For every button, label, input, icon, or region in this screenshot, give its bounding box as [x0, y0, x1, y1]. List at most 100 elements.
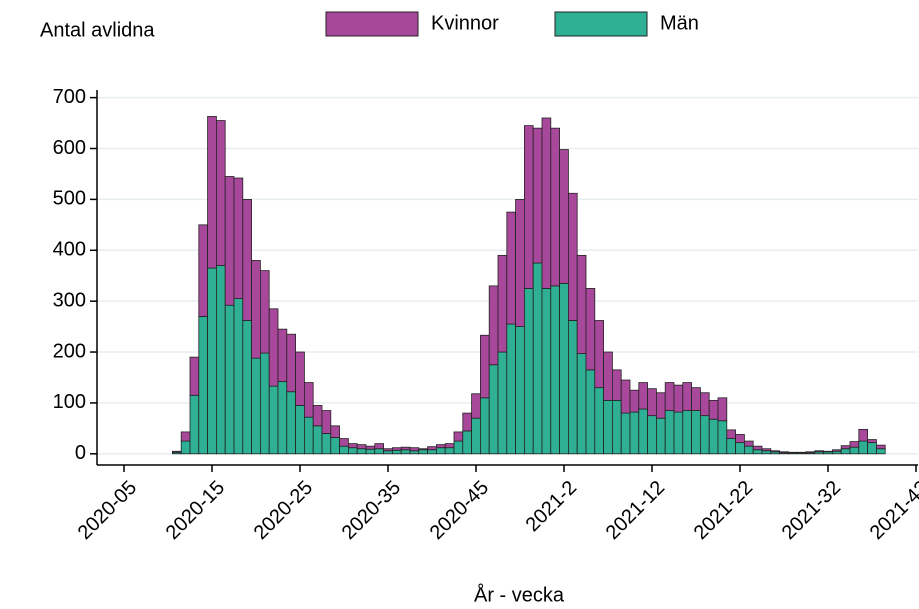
bar-segment: [418, 449, 428, 455]
bar-segment: [198, 316, 209, 455]
bar-segment: [700, 392, 710, 417]
bar-segment: [796, 451, 807, 454]
y-tick-label: 300: [53, 289, 86, 311]
bar-segment: [752, 449, 763, 455]
bar-segment: [524, 125, 534, 289]
bar-segment: [453, 440, 464, 455]
bar-segment: [744, 440, 754, 447]
bar-segment: [867, 439, 877, 444]
bar-segment: [585, 369, 596, 455]
bar-segment: [550, 127, 560, 287]
bar-segment: [268, 308, 279, 387]
bar-segment: [682, 382, 692, 411]
bar-segment: [339, 438, 349, 447]
bar-segment: [400, 446, 411, 451]
bar-segment: [356, 448, 367, 455]
bar-segment: [744, 445, 754, 455]
bar-segment: [330, 437, 340, 455]
bar-segment: [752, 445, 763, 451]
bar-segment: [303, 382, 314, 418]
bar-segment: [673, 411, 684, 455]
bar-segment: [559, 149, 569, 284]
bar-segment: [700, 415, 710, 455]
bar-segment: [312, 405, 323, 427]
bar-segment: [691, 410, 701, 455]
bar-segment: [479, 334, 490, 399]
bar-segment: [233, 177, 244, 300]
bar-segment: [242, 320, 253, 455]
bar-segment: [708, 399, 719, 420]
bar-segment: [832, 449, 842, 452]
bar-segment: [295, 405, 305, 455]
bar-segment: [251, 357, 261, 455]
x-tick-label: 2021-12: [602, 477, 669, 544]
bar-segment: [462, 412, 472, 432]
bar-segment: [612, 399, 622, 455]
bar-segment: [180, 440, 191, 455]
bar-segment: [550, 285, 560, 455]
bar-segment: [207, 267, 217, 455]
bar-segment: [409, 447, 420, 452]
bar-segment: [664, 382, 675, 411]
bar-segment: [576, 353, 587, 455]
bar-segment: [488, 364, 499, 455]
y-axis-title: Antal avlidna: [40, 19, 155, 41]
bar-segment: [189, 394, 200, 455]
bar-segment: [647, 415, 657, 455]
bar-segment: [171, 450, 182, 453]
bar-segment: [427, 449, 437, 455]
x-tick-label: 2021-2: [522, 477, 582, 537]
y-tick-label: 0: [75, 442, 86, 464]
bar-segment: [400, 449, 411, 455]
bar-segment: [215, 120, 226, 266]
bar-segment: [303, 416, 314, 455]
bar-segment: [207, 116, 217, 269]
bar-segment: [629, 411, 640, 455]
bar-segment: [656, 417, 666, 455]
bar-segment: [673, 384, 684, 413]
bar-segment: [453, 431, 464, 442]
bar-segment: [427, 446, 437, 451]
bar-segment: [391, 449, 402, 455]
bar-segment: [840, 448, 851, 455]
bar-segment: [462, 430, 472, 455]
bar-segment: [585, 288, 596, 371]
bar-segment: [867, 442, 877, 455]
bar-segment: [524, 288, 534, 455]
bar-segment: [189, 356, 200, 396]
x-tick-label: 2020-35: [338, 477, 405, 544]
bar-segment: [876, 448, 886, 455]
bar-segment: [506, 323, 516, 455]
x-tick-label: 2021-22: [690, 477, 757, 544]
bar-segment: [339, 445, 349, 455]
bar-segment: [726, 429, 736, 439]
x-tick-label: 2021-32: [778, 477, 845, 544]
bar-segment: [515, 198, 525, 328]
bar-segment: [497, 351, 508, 455]
bar-segment: [506, 211, 516, 325]
bar-segment: [497, 254, 508, 353]
x-tick-label: 2020-25: [250, 477, 317, 544]
x-tick-label: 2020-15: [162, 477, 229, 544]
bar-segment: [717, 397, 728, 422]
legend-swatch: [325, 11, 419, 37]
bar-segment: [576, 254, 587, 354]
bar-segment: [532, 127, 543, 264]
x-tick-label: 2021-42: [866, 477, 919, 544]
bar-segment: [568, 192, 578, 321]
bar-segment: [858, 428, 868, 442]
bar-segment: [374, 443, 384, 450]
bar-segment: [638, 408, 648, 455]
bar-segment: [612, 369, 622, 401]
bar-segment: [805, 451, 816, 454]
bar-segment: [391, 447, 402, 451]
bar-segment: [770, 450, 780, 453]
bar-segment: [277, 328, 288, 382]
bar-segment: [471, 393, 481, 419]
y-tick-label: 200: [53, 340, 86, 362]
bar-segment: [840, 445, 851, 450]
bar-segment: [620, 412, 631, 455]
bar-segment: [286, 391, 296, 455]
bar-segment: [383, 448, 393, 452]
